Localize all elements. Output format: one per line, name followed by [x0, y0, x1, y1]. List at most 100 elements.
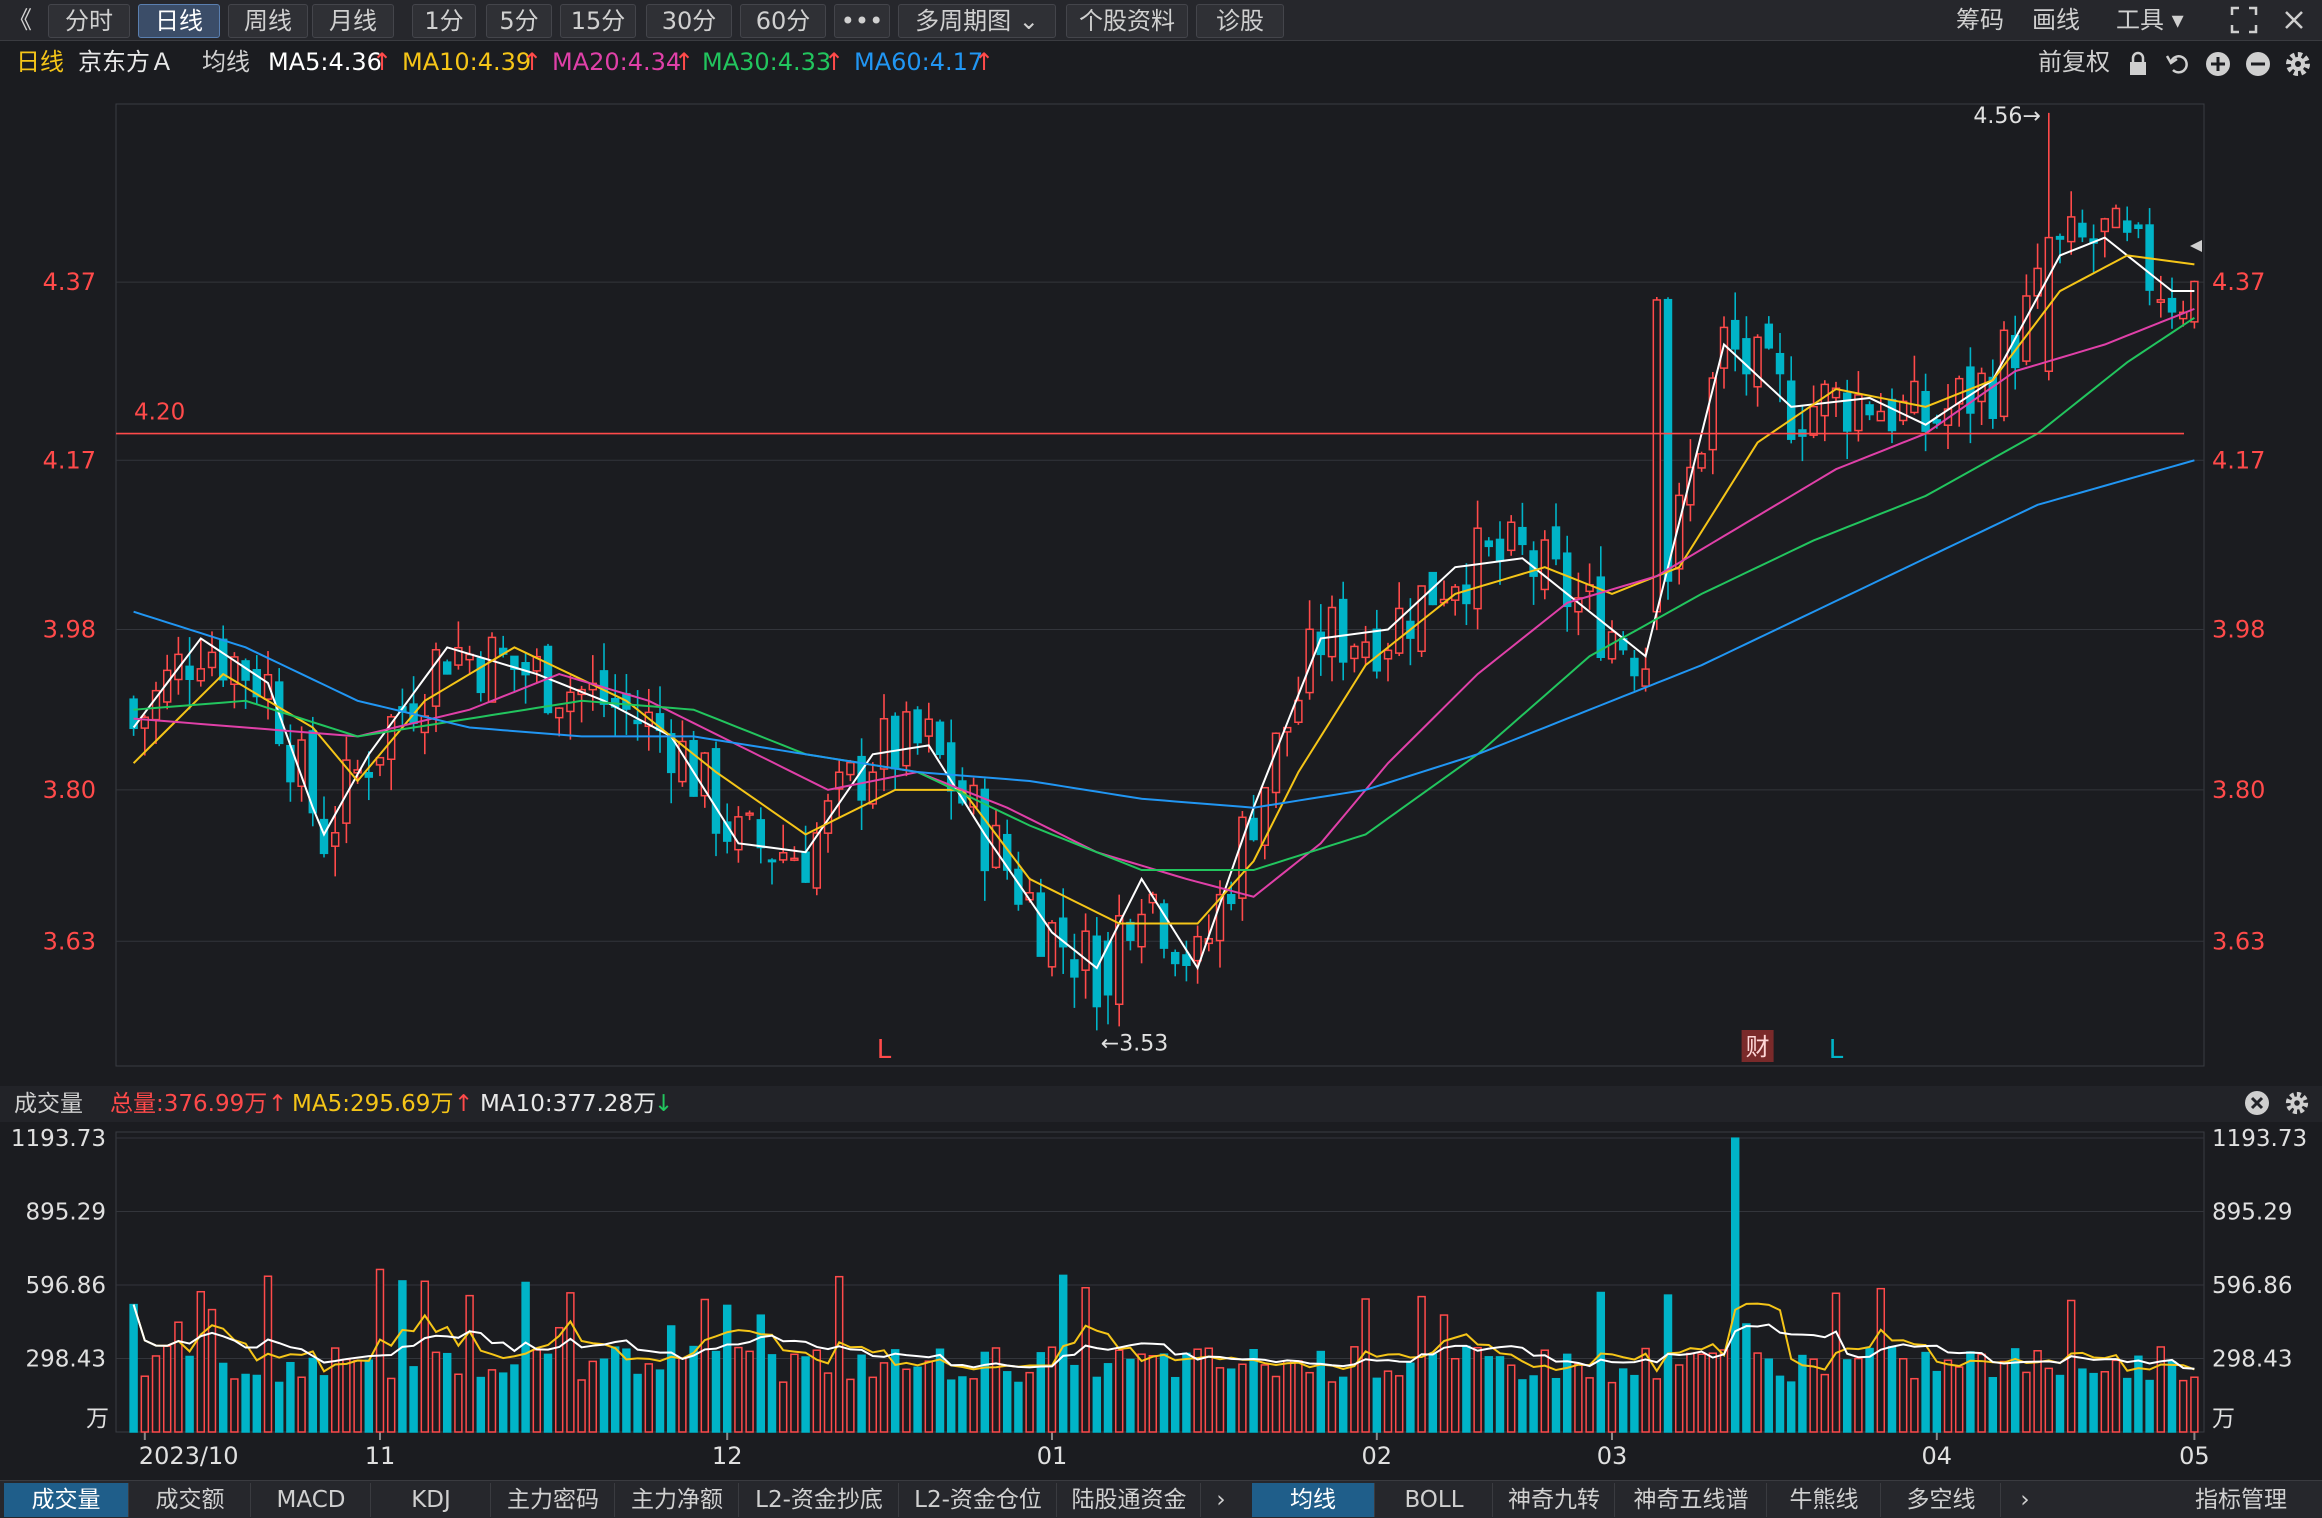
overlay-tab-5[interactable]: 多空线 — [1882, 1483, 2001, 1517]
candle-body — [510, 655, 519, 670]
lock-icon[interactable] — [2124, 50, 2152, 78]
more-periods-button[interactable]: ••• — [834, 4, 890, 38]
settings-gear-icon[interactable] — [2284, 50, 2312, 78]
ma20-arrow: ↑ — [674, 48, 695, 76]
candle-body — [1406, 620, 1415, 639]
candle-body — [1495, 538, 1505, 562]
zoom-in-icon[interactable] — [2204, 50, 2232, 78]
volume-bar — [1551, 1377, 1561, 1433]
tab-15min[interactable]: 15分 — [560, 4, 636, 38]
volume-bar — [308, 1357, 318, 1433]
candle-body — [1215, 893, 1225, 942]
volume-bar — [2156, 1346, 2166, 1433]
collapse-button[interactable]: 《 — [8, 6, 32, 34]
tab-monthly[interactable]: 月线 — [312, 4, 394, 38]
candle-body — [1887, 398, 1897, 432]
candle-body — [297, 739, 306, 788]
tab-daily[interactable]: 日线 — [138, 4, 220, 38]
volume-ma10-line — [132, 1304, 2195, 1370]
tab-30min[interactable]: 30分 — [646, 4, 732, 38]
volume-bar — [2145, 1379, 2154, 1433]
right-tabs-scroll-icon[interactable]: › — [2020, 1487, 2030, 1513]
candle-body — [1047, 922, 1057, 968]
candle-body — [1663, 298, 1673, 582]
candle-body — [778, 852, 788, 861]
volume-settings-icon[interactable] — [2284, 1090, 2310, 1127]
volume-bar — [1753, 1352, 1762, 1433]
candle-body — [1630, 657, 1639, 677]
tab-weekly[interactable]: 周线 — [228, 4, 308, 38]
tab-60min[interactable]: 60分 — [740, 4, 826, 38]
fullscreen-icon[interactable] — [2228, 4, 2264, 36]
chips-button[interactable]: 筹码 — [1956, 6, 2004, 34]
volume-bar — [510, 1364, 519, 1433]
volume-bar — [1898, 1358, 1908, 1433]
volume-bar — [1350, 1346, 1359, 1433]
candle-body — [2089, 238, 2098, 244]
candle-body — [207, 651, 217, 669]
candle-body — [588, 682, 598, 691]
indicator-tab-2[interactable]: MACD — [252, 1483, 371, 1517]
volume-ma10-arrow: ↓ — [654, 1091, 674, 1117]
tools-menu[interactable]: 工具 ▾ — [2116, 6, 2184, 34]
undo-icon[interactable] — [2164, 50, 2192, 78]
candle-body — [465, 653, 474, 661]
candle-body — [286, 744, 295, 783]
candle-body — [1361, 641, 1370, 659]
tab-intraday[interactable]: 分时 — [48, 4, 130, 38]
indicator-tab-7[interactable]: L2-资金仓位 — [900, 1483, 1057, 1517]
candle-body — [1786, 380, 1796, 440]
candle-body — [230, 656, 239, 685]
candle-body — [1854, 394, 1863, 432]
indicator-tab-1[interactable]: 成交额 — [130, 1483, 251, 1517]
indicator-tab-0[interactable]: 成交量 — [4, 1483, 129, 1517]
indicator-tab-3[interactable]: KDJ — [372, 1483, 491, 1517]
candle-body — [1204, 938, 1214, 945]
candle-body — [1574, 597, 1583, 613]
volume-bar — [2167, 1360, 2177, 1433]
close-chart-icon[interactable] — [2280, 4, 2310, 36]
draw-line-button[interactable]: 画线 — [2032, 6, 2080, 34]
candle-body — [274, 681, 284, 745]
candle-body — [1473, 527, 1482, 610]
volume-close-icon[interactable] — [2244, 1090, 2270, 1127]
indicator-manage-button[interactable]: 指标管理 — [2195, 1487, 2287, 1513]
indicator-tab-4[interactable]: 主力密码 — [492, 1483, 615, 1517]
volume-bar — [2044, 1367, 2054, 1433]
candle-body — [140, 716, 150, 729]
volume-tick-right: 298.43 — [2212, 1347, 2292, 1373]
candle-body — [1439, 598, 1449, 604]
tab-5min[interactable]: 5分 — [486, 4, 552, 38]
stock-profile-button[interactable]: 个股资料 — [1066, 4, 1188, 38]
candle-body — [1383, 649, 1393, 660]
overlay-tab-3[interactable]: 神奇五线谱 — [1616, 1483, 1767, 1517]
multi-period-dropdown[interactable]: 多周期图 ⌄ — [898, 4, 1056, 38]
overlay-tab-0[interactable]: 均线 — [1252, 1483, 1375, 1517]
candle-body — [409, 703, 418, 724]
left-tabs-scroll-icon[interactable]: › — [1216, 1487, 1226, 1513]
candle-body — [812, 832, 822, 889]
candle-body — [1070, 959, 1079, 978]
adjust-mode[interactable]: 前复权 — [2038, 48, 2110, 76]
volume-bar — [442, 1352, 452, 1433]
x-tick-label: 03 — [1597, 1442, 1628, 1470]
volume-bar — [879, 1362, 889, 1433]
avg-line-label[interactable]: 均线 — [202, 48, 250, 76]
indicator-tab-5[interactable]: 主力净额 — [616, 1483, 739, 1517]
overlay-tab-2[interactable]: 神奇九转 — [1494, 1483, 1615, 1517]
overlay-tab-4[interactable]: 牛熊线 — [1768, 1483, 1881, 1517]
volume-bar — [274, 1381, 284, 1433]
ma5-value: MA5:4.36 — [268, 48, 382, 76]
volume-bar — [1876, 1287, 1886, 1433]
diagnosis-button[interactable]: 诊股 — [1196, 4, 1284, 38]
zoom-out-icon[interactable] — [2244, 50, 2272, 78]
volume-bar — [655, 1369, 665, 1433]
overlay-tab-1[interactable]: BOLL — [1376, 1483, 1493, 1517]
volume-unit-right: 万 — [2212, 1406, 2235, 1432]
tab-1min[interactable]: 1分 — [412, 4, 476, 38]
indicator-tab-8[interactable]: 陆股通资金 — [1058, 1483, 1201, 1517]
current-price-pointer — [2190, 240, 2202, 252]
candle-body — [1910, 380, 1919, 414]
indicator-tab-6[interactable]: L2-资金抄底 — [740, 1483, 899, 1517]
